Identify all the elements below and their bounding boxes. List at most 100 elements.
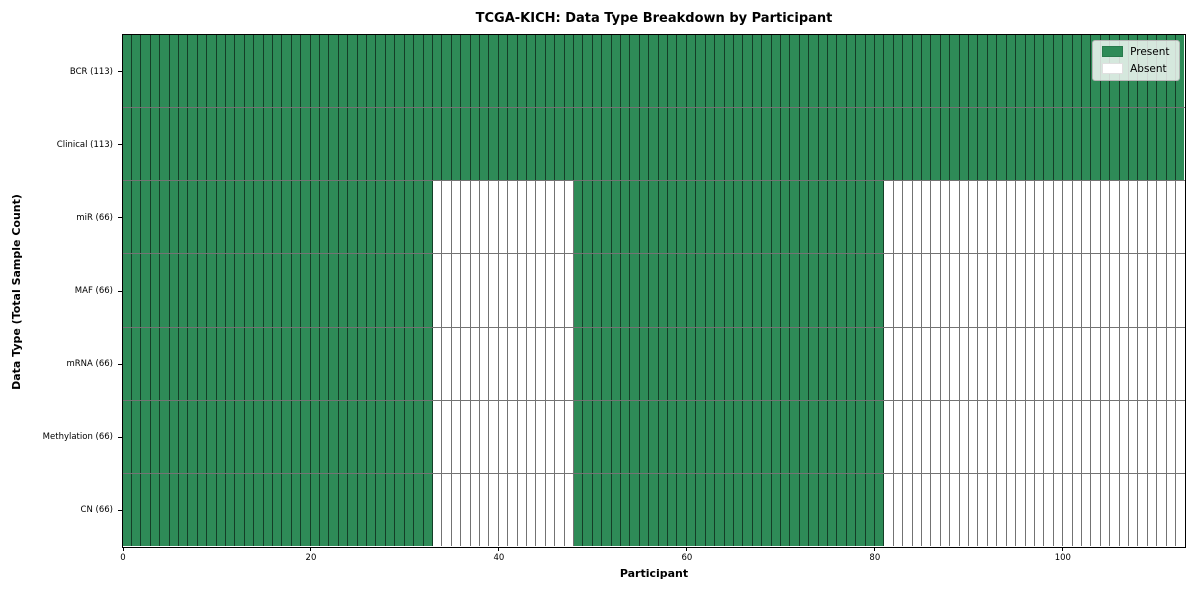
x-tick-mark [498,547,500,551]
absent-cell [959,400,970,474]
present-cell [310,34,321,107]
present-cell [367,254,377,327]
present-cell [752,181,763,254]
absent-cell [1044,474,1054,547]
present-cell [291,254,302,327]
absent-cell [498,474,509,547]
present-cell [668,107,678,181]
present-cell [809,400,819,474]
absent-cell [1119,181,1129,254]
absent-cell [461,254,471,327]
absent-cell [969,181,979,254]
absent-cell [1006,327,1017,400]
present-cell [1176,107,1185,181]
absent-cell [470,181,480,254]
absent-cell [1128,400,1139,474]
present-cell [545,34,556,107]
absent-cell [884,181,894,254]
present-cell [423,327,433,400]
x-tick-mark [686,547,688,551]
present-cell [574,474,584,547]
present-cell [122,34,132,107]
x-tick-label: 60 [681,553,693,563]
present-cell [771,254,781,327]
present-cell [263,181,273,254]
absent-cell [1100,327,1111,400]
present-cell [216,400,226,474]
absent-cell [1081,327,1092,400]
absent-cell [1176,254,1185,327]
absent-cell [564,181,574,254]
absent-cell [893,474,904,547]
present-cell [592,254,603,327]
present-cell [338,254,349,327]
present-cell [658,254,669,327]
present-cell [621,327,631,400]
present-cell [875,181,885,254]
absent-cell [498,400,509,474]
present-cell [762,181,772,254]
present-cell [1128,107,1139,181]
present-cell [724,34,734,107]
absent-cell [987,327,998,400]
absent-cell [997,400,1007,474]
present-cell [216,254,226,327]
absent-cell [940,181,951,254]
present-cell [169,254,179,327]
absent-cell [432,181,443,254]
present-cell [771,34,781,107]
present-cell [762,327,772,400]
present-cell [630,107,640,181]
absent-cell [479,474,490,547]
present-cell [1034,34,1045,107]
present-cell [273,254,283,327]
present-cell [169,34,179,107]
present-cell [658,400,669,474]
absent-cell [1025,181,1035,254]
absent-cell [1110,254,1120,327]
present-cell [404,181,415,254]
absent-cell [912,181,923,254]
heatmap-row [122,181,1185,255]
absent-cell [950,181,960,254]
present-cell [282,254,292,327]
absent-cell [432,327,443,400]
present-cell [621,474,631,547]
present-cell [357,400,368,474]
present-cell [856,181,866,254]
x-tick-mark [122,547,124,551]
present-cell [743,327,753,400]
present-cell [216,327,226,400]
absent-cell [1091,474,1101,547]
present-cell [771,474,781,547]
absent-cell [1091,400,1101,474]
absent-cell [1091,327,1101,400]
present-cell [705,327,716,400]
present-cell [197,107,208,181]
present-cell [1110,107,1120,181]
present-cell [940,107,951,181]
absent-cell [978,400,988,474]
absent-cell [1147,400,1158,474]
absent-cell [893,327,904,400]
absent-cell [1110,400,1120,474]
present-cell [282,400,292,474]
present-cell [856,107,866,181]
present-cell [705,107,716,181]
absent-cell [545,254,556,327]
present-cell [987,34,998,107]
absent-cell [978,327,988,400]
present-cell [498,34,509,107]
present-cell [865,107,875,181]
present-cell [686,34,697,107]
heatmap-row [122,400,1185,475]
present-cell [705,474,716,547]
present-cell [583,474,593,547]
absent-cell [555,474,565,547]
present-cell [263,327,273,400]
present-cell [197,34,208,107]
absent-cell [969,327,979,400]
present-cell [329,400,339,474]
y-tick-label: BCR (113) [69,66,113,77]
absent-cell [461,181,471,254]
